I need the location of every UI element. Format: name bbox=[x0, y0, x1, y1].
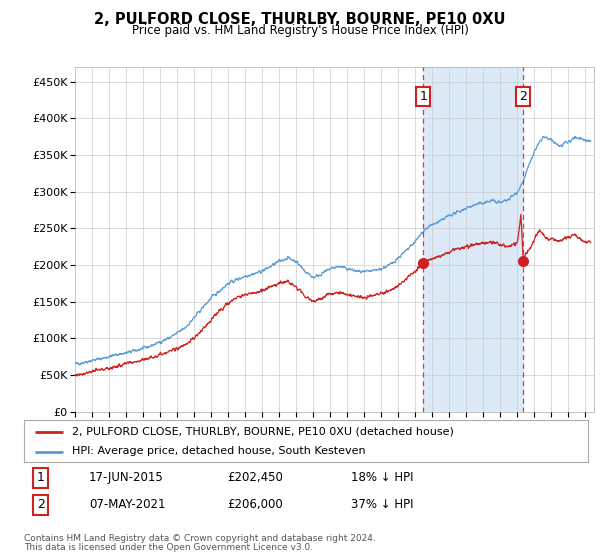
Bar bbox=[423, 67, 523, 412]
Text: 18% ↓ HPI: 18% ↓ HPI bbox=[351, 471, 413, 484]
Text: 37% ↓ HPI: 37% ↓ HPI bbox=[351, 498, 413, 511]
Text: 1: 1 bbox=[37, 471, 45, 484]
Text: 2: 2 bbox=[520, 90, 527, 103]
Text: Price paid vs. HM Land Registry's House Price Index (HPI): Price paid vs. HM Land Registry's House … bbox=[131, 24, 469, 37]
Text: HPI: Average price, detached house, South Kesteven: HPI: Average price, detached house, Sout… bbox=[72, 446, 365, 456]
Text: Contains HM Land Registry data © Crown copyright and database right 2024.: Contains HM Land Registry data © Crown c… bbox=[24, 534, 376, 543]
Text: £206,000: £206,000 bbox=[227, 498, 283, 511]
Text: £202,450: £202,450 bbox=[227, 471, 283, 484]
Text: 07-MAY-2021: 07-MAY-2021 bbox=[89, 498, 166, 511]
Text: This data is licensed under the Open Government Licence v3.0.: This data is licensed under the Open Gov… bbox=[24, 543, 313, 552]
Text: 1: 1 bbox=[419, 90, 427, 103]
Text: 2: 2 bbox=[37, 498, 45, 511]
Text: 17-JUN-2015: 17-JUN-2015 bbox=[89, 471, 164, 484]
Text: 2, PULFORD CLOSE, THURLBY, BOURNE, PE10 0XU: 2, PULFORD CLOSE, THURLBY, BOURNE, PE10 … bbox=[94, 12, 506, 27]
Text: 2, PULFORD CLOSE, THURLBY, BOURNE, PE10 0XU (detached house): 2, PULFORD CLOSE, THURLBY, BOURNE, PE10 … bbox=[72, 427, 454, 437]
